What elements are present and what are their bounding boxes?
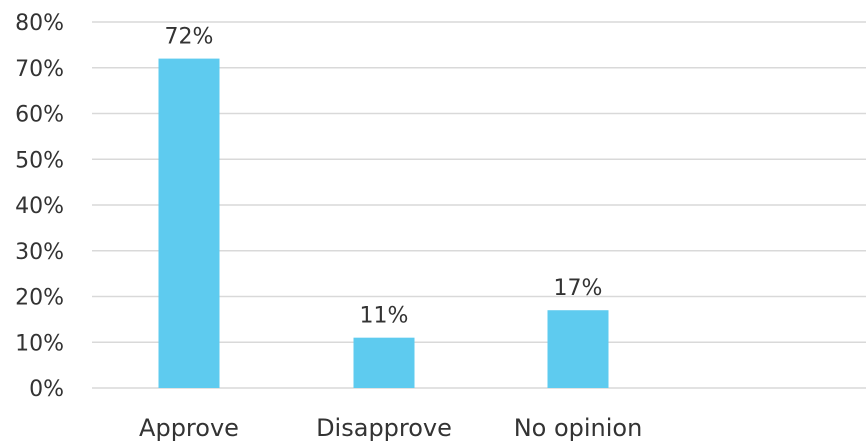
y-tick-label: 70% [15, 57, 64, 82]
y-tick-label: 30% [15, 240, 64, 265]
y-tick-label: 60% [15, 103, 64, 128]
gridlines [92, 21, 866, 389]
bar-disapprove [353, 337, 415, 388]
data-labels: 72% 11% 17% [165, 25, 603, 329]
y-axis-tick-labels: 0% 10% 20% 30% 40% 50% 60% 70% 80% [15, 11, 64, 402]
y-tick-label: 20% [15, 286, 64, 311]
y-tick-label: 40% [15, 194, 64, 219]
bar-approve [158, 58, 220, 388]
y-tick-label: 80% [15, 11, 64, 36]
data-label: 11% [360, 304, 409, 329]
y-tick-label: 0% [29, 377, 64, 402]
x-category-label: Disapprove [316, 414, 452, 442]
bars [158, 58, 609, 388]
bar-no-opinion [547, 310, 609, 388]
data-label: 17% [554, 276, 603, 301]
y-tick-label: 50% [15, 148, 64, 173]
x-axis-category-labels: Approve Disapprove No opinion [139, 414, 642, 442]
y-tick-label: 10% [15, 331, 64, 356]
x-category-label: No opinion [514, 414, 643, 442]
data-label: 72% [165, 25, 214, 50]
x-category-label: Approve [139, 414, 239, 442]
